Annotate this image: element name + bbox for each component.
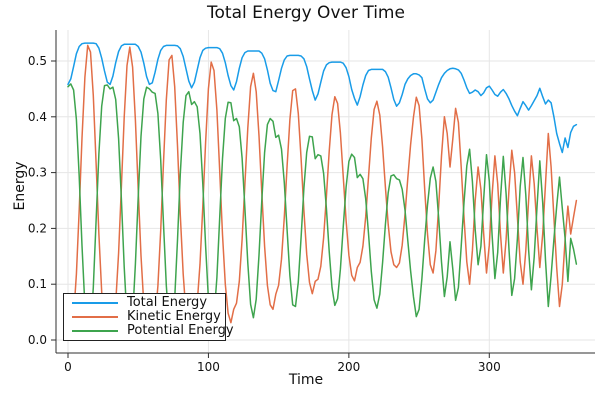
chart-title: Total Energy Over Time	[207, 3, 405, 23]
legend-label-kinetic-energy: Kinetic Energy	[127, 309, 221, 324]
y-tick-label: 0.4	[28, 110, 47, 124]
y-tick-label: 0.1	[28, 277, 47, 291]
x-tick-label: 0	[64, 360, 72, 374]
y-axis-label: Energy	[12, 161, 28, 211]
y-tick-label: 0.2	[28, 221, 47, 235]
potential-energy-line-swatch	[72, 330, 118, 332]
potential-energy-line	[67, 83, 578, 339]
x-axis-label: Time	[288, 372, 324, 388]
total-energy-line	[67, 42, 578, 154]
legend-item-total-energy: Total Energy	[64, 296, 225, 310]
y-tick-label: 0.0	[28, 333, 47, 347]
total-energy-line-swatch	[72, 302, 118, 304]
legend-label-total-energy: Total Energy	[127, 295, 208, 310]
x-tick-label: 300	[478, 360, 501, 374]
x-tick-label: 200	[337, 360, 360, 374]
kinetic-energy-line-swatch	[72, 316, 118, 318]
legend-item-potential-energy: Potential Energy	[64, 324, 234, 338]
legend: Total Energy Kinetic Energy Potential En…	[63, 293, 234, 341]
legend-label-potential-energy: Potential Energy	[127, 323, 234, 338]
y-tick-label: 0.3	[28, 166, 47, 180]
legend-item-kinetic-energy: Kinetic Energy	[64, 310, 225, 324]
y-tick-label: 0.5	[28, 54, 47, 68]
x-tick-label: 100	[197, 360, 220, 374]
